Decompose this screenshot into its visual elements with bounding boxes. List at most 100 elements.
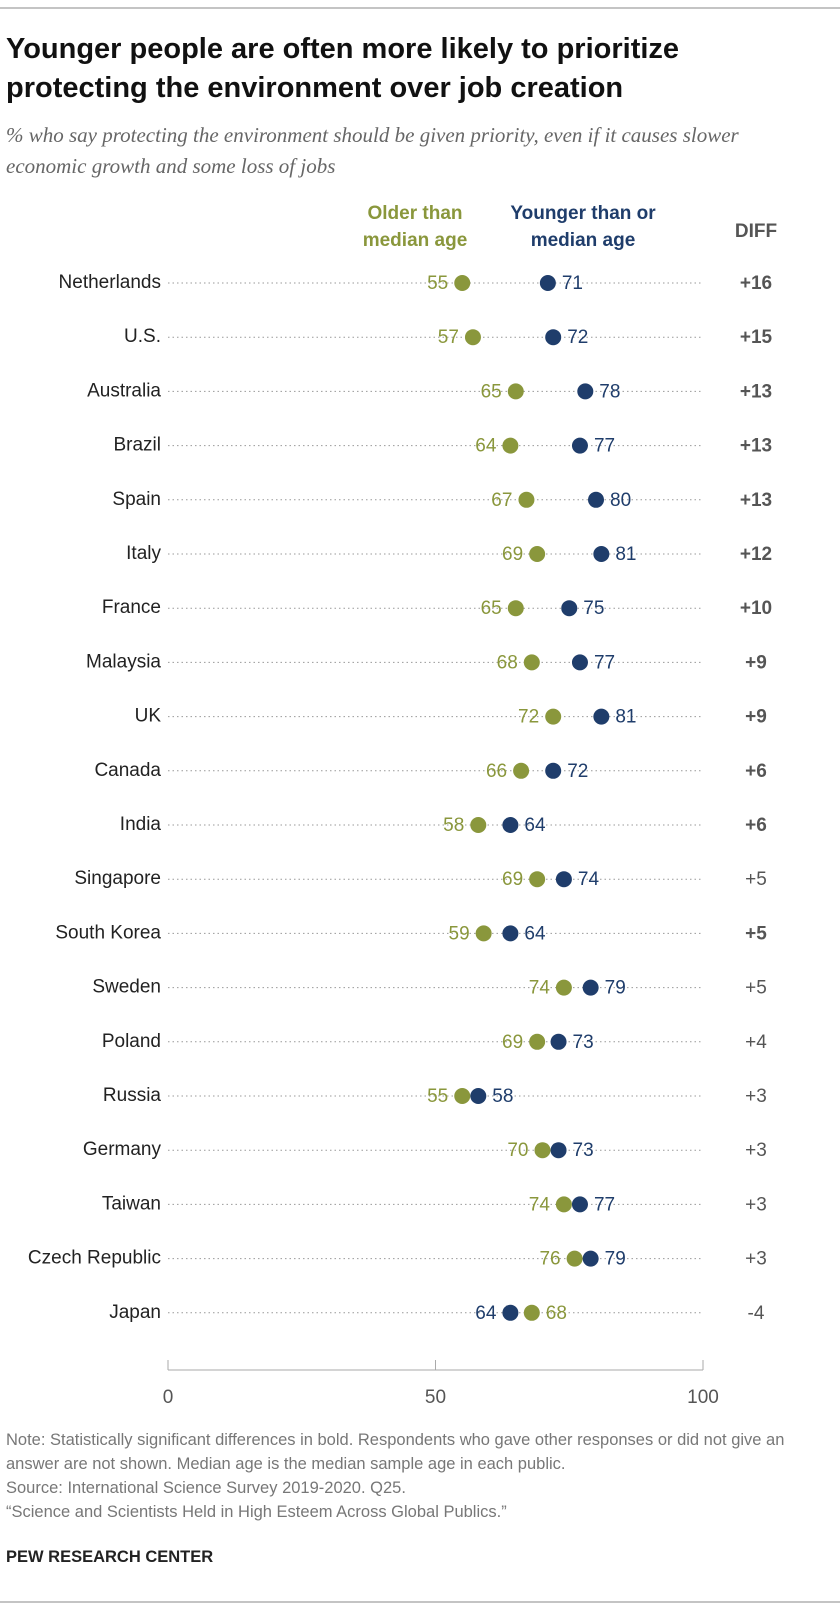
diff-label: +3: [745, 1086, 767, 1107]
value-label: 59: [449, 923, 470, 944]
note: Note: Statistically significant differen…: [6, 1431, 785, 1473]
diff-label: +10: [740, 598, 772, 619]
category-label: Italy: [126, 543, 161, 564]
dot: [582, 979, 599, 996]
value-label: 69: [502, 544, 523, 565]
diff-label: +3: [745, 1249, 767, 1270]
dot: [502, 437, 519, 454]
dot: [593, 708, 610, 725]
value-label: 69: [502, 1032, 523, 1053]
dot: [513, 762, 530, 779]
diff-label: +12: [740, 544, 772, 565]
category-label: Russia: [103, 1085, 162, 1106]
chart-subtitle: % who say protecting the environment sho…: [6, 123, 739, 178]
dot: [571, 1196, 588, 1213]
dot: [561, 600, 578, 617]
value-label: 74: [529, 1194, 551, 1215]
dot: [523, 1304, 540, 1321]
value-label: 68: [497, 652, 518, 673]
diff-label: +3: [745, 1194, 767, 1215]
diff-label: +5: [745, 978, 767, 999]
legend-entry: Younger than or median age: [510, 203, 656, 251]
value-label: 79: [605, 978, 626, 999]
value-label: 77: [594, 436, 615, 457]
dot: [588, 491, 604, 508]
dot: [502, 817, 519, 833]
category-label: Czech Republic: [28, 1248, 161, 1269]
dot: [502, 925, 519, 942]
dot: [577, 383, 594, 400]
diff-label: +13: [740, 381, 772, 402]
dot: [470, 1088, 487, 1104]
value-label: 74: [529, 978, 551, 999]
value-label: 69: [502, 869, 523, 890]
category-label: U.S.: [124, 326, 161, 347]
value-label: 66: [486, 761, 507, 782]
value-label: 64: [475, 436, 497, 457]
diff-label: -4: [748, 1303, 765, 1324]
category-label: UK: [135, 706, 162, 727]
value-label: 77: [594, 652, 615, 673]
diff-label: +5: [745, 923, 767, 944]
diff-label: +6: [745, 815, 767, 836]
dot: [464, 329, 481, 346]
dot: [454, 275, 471, 291]
dot: [454, 1088, 471, 1104]
category-label: Japan: [109, 1302, 161, 1323]
legend-entry: Older than median age: [362, 203, 468, 251]
category-label: Malaysia: [86, 651, 161, 672]
dot: [555, 871, 572, 888]
dot: [550, 1142, 567, 1159]
dot: [555, 979, 572, 996]
value-label: 58: [492, 1086, 513, 1107]
value-label: 71: [562, 273, 583, 294]
diff-label: +3: [745, 1140, 767, 1161]
diff-header: DIFF: [735, 221, 777, 242]
dot: [593, 546, 610, 562]
dot: [582, 1250, 599, 1267]
footer: PEW RESEARCH CENTER: [6, 1548, 214, 1566]
dot: [555, 1196, 572, 1213]
value-label: 65: [481, 598, 502, 619]
value-label: 81: [615, 544, 636, 565]
dot: [571, 437, 588, 454]
dot: [534, 1142, 551, 1159]
category-label: Germany: [83, 1139, 162, 1160]
value-label: 58: [443, 815, 464, 836]
category-label: Canada: [94, 760, 161, 781]
value-label: 77: [594, 1194, 615, 1215]
diff-label: +15: [740, 327, 773, 348]
category-label: Australia: [87, 380, 161, 401]
source: Source: International Science Survey 201…: [6, 1479, 406, 1497]
dot: [550, 1033, 567, 1050]
value-label: 80: [610, 490, 631, 511]
value-label: 70: [507, 1140, 528, 1161]
value-label: 64: [524, 815, 546, 836]
dot: [475, 925, 492, 942]
value-label: 73: [573, 1140, 594, 1161]
category-label: Singapore: [74, 868, 161, 889]
notes: Note: Statistically significant differen…: [6, 1428, 836, 1524]
dot: [545, 762, 562, 779]
category-label: South Korea: [55, 922, 161, 943]
category-label: Spain: [112, 489, 161, 510]
dot: [470, 817, 487, 833]
value-label: 72: [567, 761, 588, 782]
value-label: 75: [583, 598, 604, 619]
value-label: 64: [524, 923, 546, 944]
category-label: Poland: [102, 1031, 161, 1052]
category-label: Sweden: [92, 977, 161, 998]
diff-label: +9: [745, 652, 767, 673]
dot: [529, 546, 546, 562]
category-label: Netherlands: [59, 272, 161, 293]
x-tick-label: 100: [687, 1387, 719, 1408]
category-label: India: [120, 814, 162, 835]
value-label: 81: [615, 707, 636, 728]
x-tick-label: 50: [425, 1387, 446, 1408]
diff-label: +13: [740, 436, 772, 457]
dot: [529, 871, 546, 888]
value-label: 57: [438, 327, 459, 348]
value-label: 55: [427, 273, 448, 294]
